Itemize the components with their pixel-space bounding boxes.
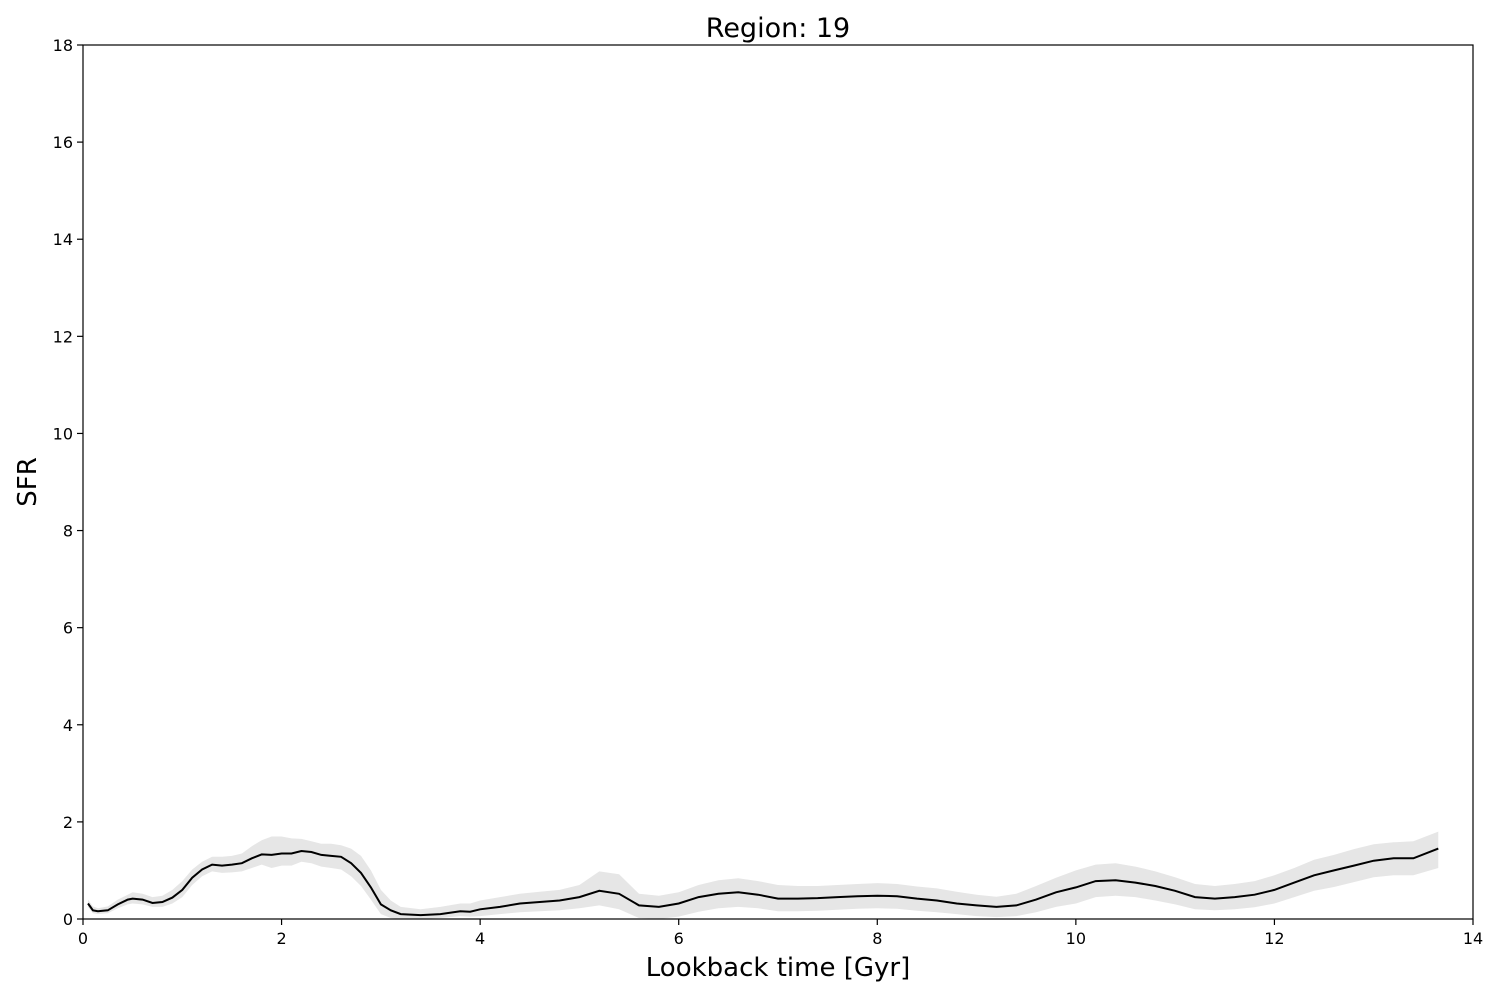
y-tick-label: 16 xyxy=(53,133,73,152)
x-tick-label: 0 xyxy=(78,929,88,948)
x-tick-label: 8 xyxy=(872,929,882,948)
sfr-line xyxy=(87,847,1439,917)
y-tick-label: 4 xyxy=(63,716,73,735)
y-tick-label: 14 xyxy=(53,230,73,249)
y-tick-label: 8 xyxy=(63,522,73,541)
plot-frame xyxy=(82,44,1474,920)
y-axis: 0 2 4 6 8 10 12 14 16 18 xyxy=(53,36,83,929)
y-tick-label: 0 xyxy=(63,910,73,929)
x-tick-label: 12 xyxy=(1264,929,1284,948)
y-axis-label: SFR xyxy=(13,457,43,507)
y-tick-label: 18 xyxy=(53,36,73,55)
y-tick-label: 12 xyxy=(53,327,73,346)
x-tick-label: 6 xyxy=(674,929,684,948)
y-tick-label: 2 xyxy=(63,813,73,832)
x-axis-label: Lookback time [Gyr] xyxy=(646,953,910,983)
x-tick-label: 2 xyxy=(276,929,286,948)
x-tick-label: 4 xyxy=(475,929,485,948)
x-axis: 0 2 4 6 8 10 12 14 xyxy=(78,919,1483,948)
x-tick-label: 10 xyxy=(1066,929,1086,948)
x-tick-label: 14 xyxy=(1463,929,1483,948)
plot-area xyxy=(87,831,1439,919)
uncertainty-band xyxy=(88,831,1439,919)
y-tick-label: 6 xyxy=(63,619,73,638)
y-tick-label: 10 xyxy=(53,424,73,443)
chart-title: Region: 19 xyxy=(706,13,850,44)
